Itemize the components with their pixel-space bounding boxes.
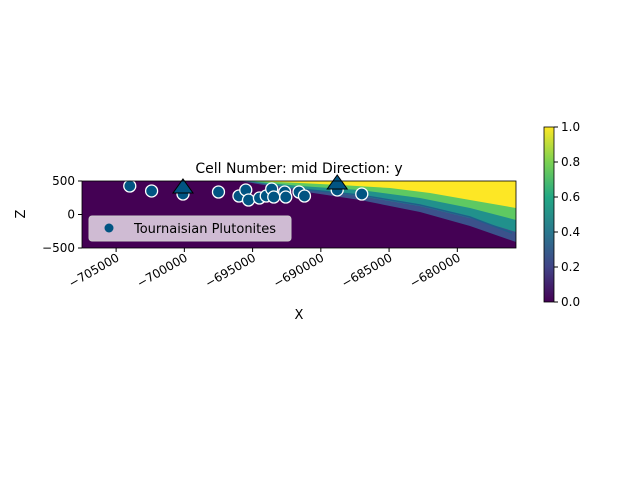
y-tick-label: −500 bbox=[42, 241, 75, 255]
legend: Tournaisian Plutonites bbox=[88, 215, 292, 242]
x-tick-label: −680000 bbox=[407, 250, 462, 290]
colorbar-tick-label: 0.2 bbox=[561, 260, 580, 274]
surface-point bbox=[297, 189, 312, 203]
surface-point bbox=[267, 190, 281, 204]
colorbar-tick-label: 0.6 bbox=[561, 190, 580, 204]
chart-title: Cell Number: mid Direction: y bbox=[195, 161, 402, 177]
legend-marker bbox=[104, 223, 114, 233]
legend-box bbox=[88, 215, 292, 242]
surface-point bbox=[279, 190, 293, 204]
colorbar-tick-label: 0.0 bbox=[561, 295, 580, 309]
x-tick-label: −695000 bbox=[203, 250, 258, 290]
x-tick-label: −685000 bbox=[339, 250, 394, 290]
y-axis-label: Z bbox=[14, 209, 29, 218]
x-tick-label: −700000 bbox=[134, 250, 189, 290]
surface-point bbox=[211, 185, 226, 199]
surface-point bbox=[241, 193, 256, 207]
colorbar-tick-label: 1.0 bbox=[561, 120, 580, 134]
legend-label: Tournaisian Plutonites bbox=[133, 222, 276, 237]
x-tick-label: −705000 bbox=[66, 250, 121, 290]
orientation-marker bbox=[172, 178, 194, 194]
surface-point bbox=[123, 179, 137, 193]
y-tick-label: 500 bbox=[52, 174, 75, 188]
surface-point bbox=[355, 187, 369, 201]
y-tick-label: 0 bbox=[67, 208, 75, 222]
heatmap-band-yellow bbox=[250, 181, 516, 208]
colorbar bbox=[543, 126, 555, 303]
colorbar-tick-label: 0.4 bbox=[561, 225, 580, 239]
orientation-marker bbox=[326, 174, 349, 190]
colorbar-tick-label: 0.8 bbox=[561, 155, 580, 169]
surface-point bbox=[144, 184, 159, 198]
x-tick-label: −690000 bbox=[271, 250, 326, 290]
x-axis-label: X bbox=[295, 308, 304, 323]
